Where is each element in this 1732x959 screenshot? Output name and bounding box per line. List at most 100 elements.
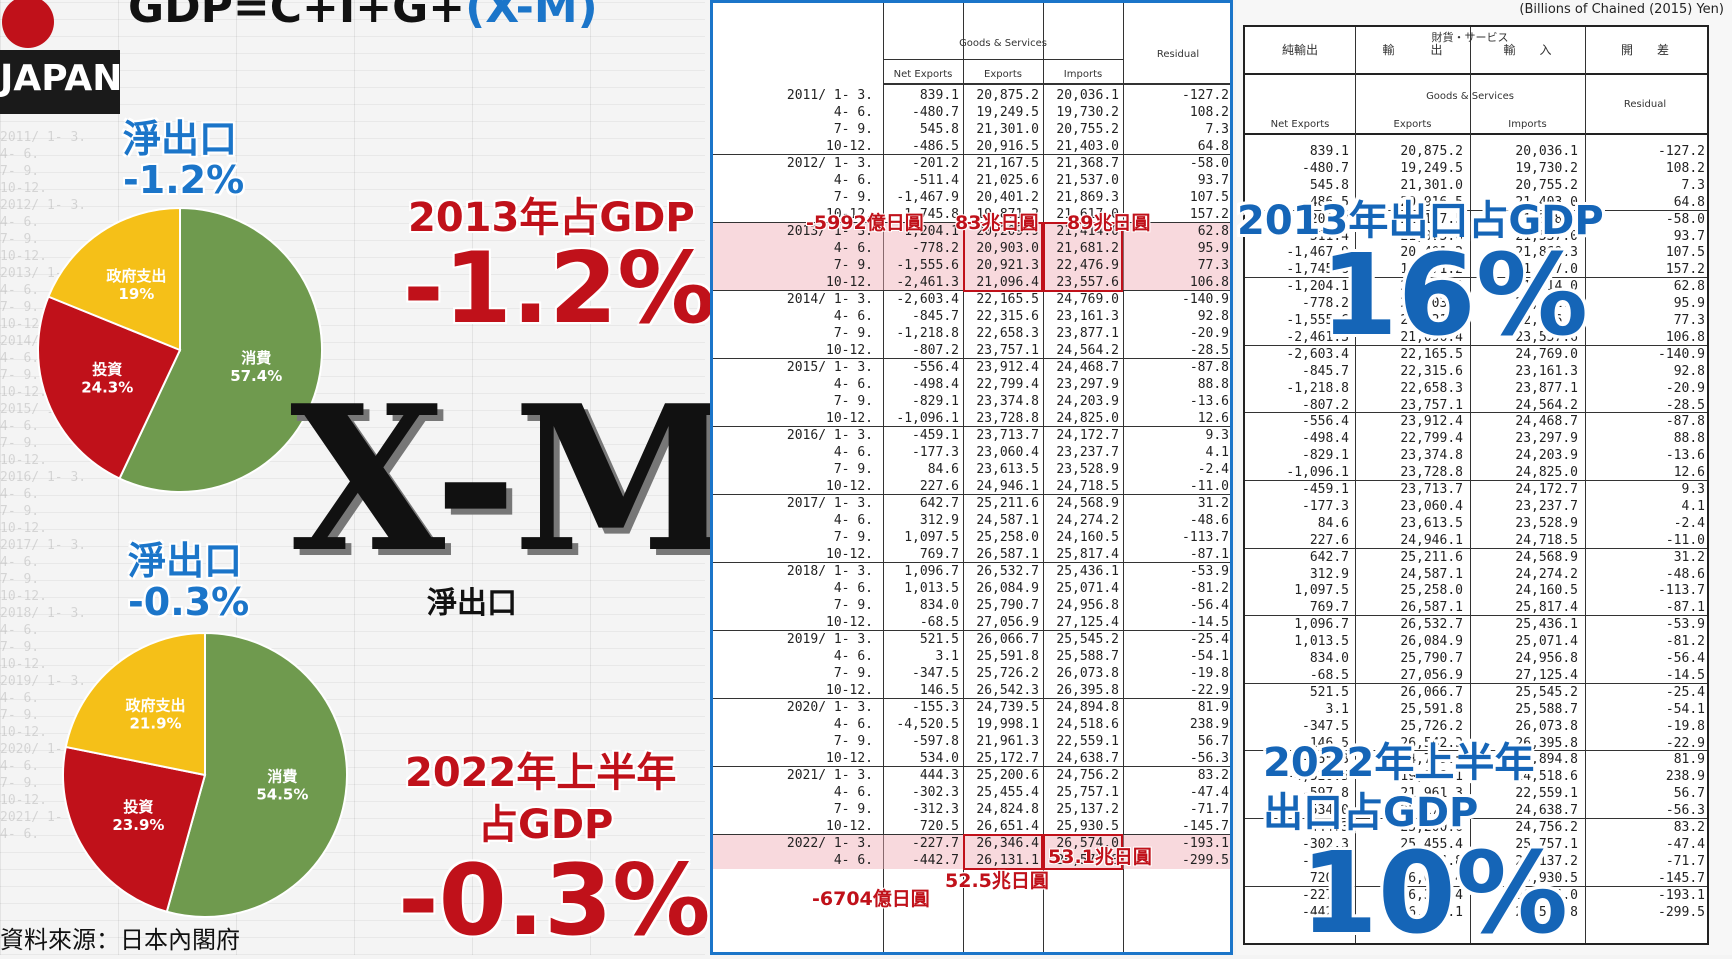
table-cell: 24,956.8 [1056,598,1119,613]
table-cell: 24,587.1 [976,513,1039,528]
japan-badge-label: JAPAN [0,58,123,99]
table-cell: 1,013.5 [904,581,959,596]
ghost-row: 7- 9. [0,640,40,655]
table-row: -442.7 26,131.1 26,573.8 -299.5 [1245,904,1707,921]
table-row: 7- 9. -597.8 21,961.3 22,559.1 56.7 [713,733,1230,750]
table-cell: 20,209.9 [976,224,1039,239]
table-row: 7- 9. 1,097.5 25,258.0 24,160.5 -113.7 [713,529,1230,546]
col-divider [1355,27,1356,943]
table-cell: 21,617.0 [1515,262,1578,278]
table-cell: 26,532.7 [1400,617,1463,633]
table-cell: 21,301.0 [976,122,1039,137]
year-divider [1245,818,1707,819]
table-cell: 26,084.9 [1400,634,1463,650]
ghost-row: 10-12. [0,181,47,196]
table-cell: -1,218.8 [896,326,959,341]
table-row: -201.2 21,167.5 21,368.7 -58.0 [1245,211,1707,228]
table-cell: -302.3 [1302,836,1349,852]
row-label: 2011/ 1- 3. [786,88,873,103]
table-row: 4- 6. -4,520.5 19,998.1 24,518.6 238.9 [713,716,1230,733]
table-cell: -480.7 [912,105,959,120]
table-cell: 24,568.9 [1056,496,1119,511]
table-cell: -227.7 [912,836,959,851]
table-row: 10-12. 720.5 26,651.4 25,930.5 -145.7 [713,818,1230,835]
table-cell: 83.2 [1673,820,1705,835]
table-cell: -486.5 [912,139,959,154]
table-cell: -2,461.3 [1286,329,1349,345]
table-cell: 24,956.8 [1515,651,1578,666]
pie-slice-category: 政府支出 [126,697,186,715]
table-cell: 24,564.2 [1515,397,1578,413]
table-cell: -829.1 [1302,448,1349,464]
table-cell: -177.3 [912,445,959,460]
table-row: 3.1 25,591.8 25,588.7 -54.1 [1245,701,1707,718]
table-cell: 92.8 [1197,309,1229,324]
table-cell: -1,204.1 [896,224,959,239]
table-row: 4- 6. -177.3 23,060.4 23,237.7 4.1 [713,444,1230,461]
table-cell: -1,745.8 [1286,262,1349,278]
highlight-row [713,240,1230,257]
table-row: -312.3 24,824.8 25,137.2 -71.7 [1245,853,1707,870]
table-cell: 19,871.2 [1400,262,1463,278]
table-row: -347.5 25,726.2 26,073.8 -19.8 [1245,718,1707,735]
row-label: 7- 9. [833,462,873,477]
unit-note: (Billions of Chained (2015) Yen) [1519,2,1724,17]
table-cell: 23,237.7 [1515,498,1578,514]
table-cell: -845.7 [1302,363,1349,379]
table-cell: 21,537.0 [1056,173,1119,188]
col-divider [883,3,884,952]
table-cell: 4.1 [1205,445,1229,460]
header-divider [883,59,1123,60]
table-cell: 21,869.3 [1515,245,1578,261]
ghost-row: 4- 6. [0,623,40,638]
row-label: 10-12. [826,411,873,426]
table-row: 10-12. 227.6 24,946.1 24,718.5 -11.0 [713,478,1230,495]
table-cell: -829.1 [912,394,959,409]
header-residual: Residual [1156,49,1200,60]
highlight-row [713,274,1230,291]
ghost-row: 4- 6. [0,215,40,230]
table-cell: 25,258.0 [1400,583,1463,599]
header-imports: Imports [1063,69,1103,80]
table-cell: -53.9 [1665,617,1705,633]
table-cell: -87.8 [1665,414,1705,430]
year-divider [713,630,1230,631]
row-label: 2013/ 1- 3. [786,224,873,239]
table-cell: 19,871.2 [976,207,1039,222]
table-cell: 24,756.2 [1515,820,1578,835]
table-row: -4,520.5 19,998.1 24,518.6 238.9 [1245,768,1707,785]
table-row: -807.2 23,757.1 24,564.2 -28.5 [1245,397,1707,414]
table-cell: 21,167.5 [1400,211,1463,227]
row-label: 4- 6. [833,717,873,732]
table-cell: -1,204.1 [1286,279,1349,295]
table-cell: -511.4 [1302,228,1349,244]
table-row: 1,097.5 25,258.0 24,160.5 -113.7 [1245,582,1707,599]
jp-header-residual: 開 差 [1620,43,1669,57]
table-cell: -347.5 [912,666,959,681]
table-cell: 23,060.4 [1400,498,1463,514]
table-cell: 26,395.8 [1056,683,1119,698]
table-cell: 25,790.7 [976,598,1039,613]
table-row: -486.5 20,916.5 21,403.0 64.8 [1245,194,1707,211]
table-cell: -442.7 [912,853,959,868]
ghost-row: 4- 6. [0,147,40,162]
table-cell: 22,315.6 [976,309,1039,324]
table-cell: -459.1 [912,428,959,443]
table-cell: 25,726.2 [976,666,1039,681]
table-cell: 25,137.2 [1515,853,1578,869]
table-cell: 107.5 [1665,245,1705,261]
table-cell: -4,520.5 [1286,769,1349,785]
ghost-row: 4- 6. [0,759,40,774]
table-cell: -2,603.4 [896,292,959,307]
table-cell: 25,588.7 [1515,701,1578,717]
table-cell: 20,401.2 [976,190,1039,205]
ghost-row: 10-12. [0,453,47,468]
table-cell: 25,817.4 [1056,547,1119,562]
row-label: 7- 9. [833,530,873,545]
table-cell: 534.0 [919,751,959,766]
pie-slice-2 [47,206,181,352]
table-cell: 26,073.8 [1056,666,1119,681]
table-cell: -28.5 [1665,397,1705,413]
table-row: 7- 9. -347.5 25,726.2 26,073.8 -19.8 [713,665,1230,682]
